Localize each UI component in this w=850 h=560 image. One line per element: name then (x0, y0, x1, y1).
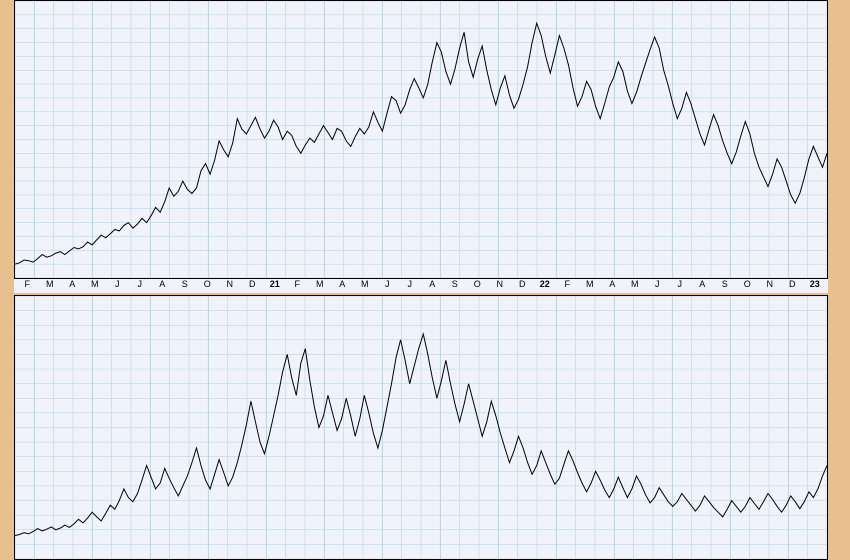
x-tick-label: F (286, 279, 309, 289)
x-tick-label: M (579, 279, 602, 289)
x-tick-label: A (151, 279, 174, 289)
x-tick-label: M (354, 279, 377, 289)
x-axis-labels: FMAMJJASOND21FMAMJJASOND22FMAMJJASOND23 (14, 279, 828, 293)
x-tick-label: S (174, 279, 197, 289)
x-tick-label: A (421, 279, 444, 289)
x-tick-label: D (241, 279, 264, 289)
x-tick-label: J (399, 279, 422, 289)
x-tick-label: 21 (264, 279, 287, 289)
x-tick-label: A (691, 279, 714, 289)
top-chart (14, 0, 828, 279)
x-tick-label: O (736, 279, 759, 289)
x-tick-label: F (16, 279, 39, 289)
x-tick-label: O (196, 279, 219, 289)
x-tick-label: M (309, 279, 332, 289)
x-tick-label: J (376, 279, 399, 289)
x-tick-label: A (331, 279, 354, 289)
x-tick-label: N (759, 279, 782, 289)
x-tick-label: A (601, 279, 624, 289)
x-tick-label: S (714, 279, 737, 289)
x-tick-label: D (511, 279, 534, 289)
x-tick-label: J (129, 279, 152, 289)
x-tick-label: M (84, 279, 107, 289)
x-tick-label: 23 (804, 279, 827, 289)
x-tick-label: M (624, 279, 647, 289)
bottom-chart (14, 295, 828, 560)
x-tick-label: F (556, 279, 579, 289)
x-tick-label: A (61, 279, 84, 289)
x-tick-label: N (219, 279, 242, 289)
x-tick-label: N (489, 279, 512, 289)
x-tick-label: O (466, 279, 489, 289)
x-tick-label: S (444, 279, 467, 289)
x-tick-label: 22 (534, 279, 557, 289)
x-tick-label: J (669, 279, 692, 289)
x-tick-label: J (646, 279, 669, 289)
x-tick-label: M (39, 279, 62, 289)
x-tick-label: D (781, 279, 804, 289)
x-tick-label: J (106, 279, 129, 289)
